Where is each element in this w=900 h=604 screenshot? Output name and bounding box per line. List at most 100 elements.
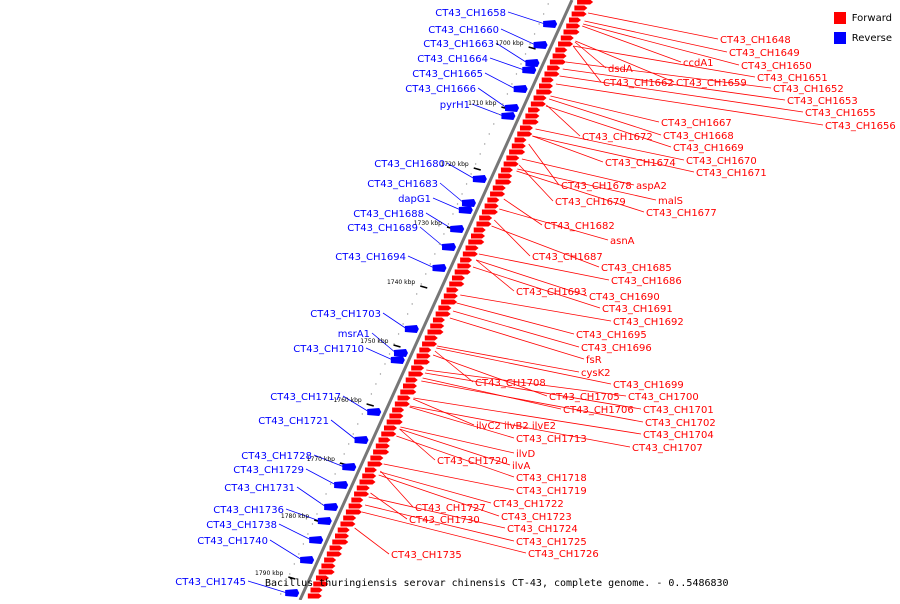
reverse-gene-label-ct43-ch1689[interactable]: CT43_CH1689: [347, 223, 418, 234]
reverse-gene-label-ct43-ch1663[interactable]: CT43_CH1663: [423, 39, 494, 50]
forward-gene-feature[interactable]: [549, 59, 566, 65]
forward-gene-feature[interactable]: [522, 119, 539, 125]
forward-gene-feature[interactable]: [566, 23, 581, 29]
reverse-gene-feature[interactable]: [461, 199, 476, 207]
forward-gene-feature[interactable]: [373, 449, 390, 455]
forward-gene-feature[interactable]: [473, 227, 486, 233]
forward-gene-label-ct43-ch1695[interactable]: CT43_CH1695: [576, 330, 647, 341]
forward-gene-feature[interactable]: [362, 473, 377, 479]
forward-gene-feature[interactable]: [481, 209, 498, 215]
reverse-gene-feature[interactable]: [393, 349, 408, 357]
forward-gene-feature[interactable]: [430, 323, 445, 329]
forward-gene-feature[interactable]: [422, 341, 438, 347]
forward-gene-feature[interactable]: [479, 215, 493, 221]
forward-gene-label-ct43-ch1700[interactable]: CT43_CH1700: [628, 392, 699, 403]
forward-gene-label-ct43-ch1730[interactable]: CT43_CH1730: [409, 515, 480, 526]
forward-gene-label-ct43-ch1702[interactable]: CT43_CH1702: [645, 418, 716, 429]
forward-gene-feature[interactable]: [514, 137, 527, 143]
forward-gene-feature[interactable]: [446, 287, 459, 293]
forward-gene-feature[interactable]: [503, 161, 519, 167]
reverse-gene-label-ct43-ch1694[interactable]: CT43_CH1694: [335, 252, 406, 263]
forward-gene-label-cysk2[interactable]: cysK2: [581, 368, 611, 379]
reverse-gene-label-ct43-ch1664[interactable]: CT43_CH1664: [417, 54, 488, 65]
forward-gene-feature[interactable]: [335, 533, 350, 539]
reverse-gene-feature[interactable]: [367, 408, 382, 416]
forward-gene-label-ct43-ch1667[interactable]: CT43_CH1667: [661, 118, 732, 129]
forward-gene-label-ct43-ch1677[interactable]: CT43_CH1677: [646, 208, 717, 219]
forward-gene-label-ct43-ch1662[interactable]: CT43_CH1662: [603, 78, 674, 89]
reverse-gene-feature[interactable]: [513, 85, 528, 93]
reverse-gene-feature[interactable]: [309, 536, 324, 544]
reverse-gene-feature[interactable]: [501, 112, 516, 120]
reverse-gene-label-ct43-ch1717[interactable]: CT43_CH1717: [270, 392, 341, 403]
forward-gene-label-ct43-ch1693[interactable]: CT43_CH1693: [516, 287, 587, 298]
forward-gene-label-ct43-ch1687[interactable]: CT43_CH1687: [532, 252, 603, 263]
forward-gene-feature[interactable]: [321, 563, 336, 569]
forward-gene-feature[interactable]: [381, 431, 397, 437]
forward-gene-label-ct43-ch1671[interactable]: CT43_CH1671: [696, 168, 767, 179]
forward-gene-feature[interactable]: [552, 53, 567, 59]
reverse-gene-label-ct43-ch1703[interactable]: CT43_CH1703: [310, 309, 381, 320]
reverse-gene-feature[interactable]: [522, 66, 537, 74]
forward-gene-feature[interactable]: [332, 539, 349, 545]
forward-gene-label-ct43-ch1669[interactable]: CT43_CH1669: [673, 143, 744, 154]
forward-gene-feature[interactable]: [438, 305, 452, 311]
reverse-gene-label-pyrh1[interactable]: pyrH1: [440, 100, 470, 111]
forward-gene-label-ct43-ch1656[interactable]: CT43_CH1656: [825, 121, 896, 132]
forward-gene-feature[interactable]: [356, 485, 370, 491]
reverse-gene-feature[interactable]: [334, 481, 349, 489]
forward-gene-feature[interactable]: [487, 197, 500, 203]
forward-gene-feature[interactable]: [568, 17, 581, 23]
forward-gene-feature[interactable]: [413, 359, 430, 365]
forward-gene-feature[interactable]: [519, 125, 533, 131]
forward-gene-feature[interactable]: [544, 71, 560, 77]
forward-gene-feature[interactable]: [517, 131, 533, 137]
reverse-gene-feature[interactable]: [317, 517, 332, 525]
forward-gene-feature[interactable]: [378, 437, 391, 443]
forward-gene-label-mals[interactable]: malS: [658, 196, 683, 207]
forward-gene-feature[interactable]: [574, 5, 588, 11]
forward-gene-label-ct43-ch1682[interactable]: CT43_CH1682: [544, 221, 615, 232]
forward-gene-feature[interactable]: [577, 0, 594, 5]
forward-gene-feature[interactable]: [460, 257, 473, 263]
forward-gene-label-ct43-ch1674[interactable]: CT43_CH1674: [605, 158, 676, 169]
forward-gene-feature[interactable]: [340, 521, 356, 527]
reverse-gene-label-ct43-ch1688[interactable]: CT43_CH1688: [353, 209, 424, 220]
forward-gene-feature[interactable]: [492, 185, 506, 191]
forward-gene-feature[interactable]: [528, 107, 541, 113]
forward-gene-feature[interactable]: [441, 299, 458, 305]
forward-gene-label-ct43-ch1650[interactable]: CT43_CH1650: [741, 61, 812, 72]
reverse-gene-label-ct43-ch1736[interactable]: CT43_CH1736: [213, 505, 284, 516]
forward-gene-feature[interactable]: [484, 203, 499, 209]
forward-gene-label-ct43-ch1672[interactable]: CT43_CH1672: [582, 132, 653, 143]
forward-gene-feature[interactable]: [403, 383, 418, 389]
forward-gene-feature[interactable]: [511, 143, 526, 149]
reverse-gene-label-dapg1[interactable]: dapG1: [398, 194, 431, 205]
reverse-gene-feature[interactable]: [472, 175, 487, 183]
reverse-gene-feature[interactable]: [450, 225, 465, 233]
forward-gene-feature[interactable]: [359, 479, 376, 485]
forward-gene-label-ct43-ch1726[interactable]: CT43_CH1726: [528, 549, 599, 560]
forward-gene-label-ct43-ch1724[interactable]: CT43_CH1724: [507, 524, 578, 535]
forward-gene-feature[interactable]: [405, 377, 418, 383]
forward-gene-feature[interactable]: [400, 389, 417, 395]
forward-gene-feature[interactable]: [563, 29, 580, 35]
forward-gene-label-ct43-ch1653[interactable]: CT43_CH1653: [787, 96, 858, 107]
forward-gene-label-ct43-ch1690[interactable]: CT43_CH1690: [589, 292, 660, 303]
forward-gene-label-aspa2[interactable]: aspA2: [636, 181, 667, 192]
forward-gene-label-fsr[interactable]: fsR: [586, 355, 602, 366]
forward-gene-label-ct43-ch1685[interactable]: CT43_CH1685: [601, 263, 672, 274]
forward-gene-feature[interactable]: [351, 497, 364, 503]
forward-gene-feature[interactable]: [326, 551, 342, 557]
forward-gene-feature[interactable]: [495, 179, 512, 185]
forward-gene-label-ct43-ch1706[interactable]: CT43_CH1706: [563, 405, 634, 416]
reverse-gene-label-ct43-ch1738[interactable]: CT43_CH1738: [206, 520, 277, 531]
forward-gene-label-ct43-ch1718[interactable]: CT43_CH1718: [516, 473, 587, 484]
forward-gene-label-ct43-ch1668[interactable]: CT43_CH1668: [663, 131, 734, 142]
reverse-gene-label-ct43-ch1683[interactable]: CT43_CH1683: [367, 179, 438, 190]
forward-gene-label-ct43-ch1704[interactable]: CT43_CH1704: [643, 430, 714, 441]
forward-gene-feature[interactable]: [354, 491, 370, 497]
forward-gene-feature[interactable]: [465, 245, 479, 251]
forward-gene-label-ct43-ch1659[interactable]: CT43_CH1659: [676, 78, 747, 89]
forward-gene-label-ct43-ch1735[interactable]: CT43_CH1735: [391, 550, 462, 561]
